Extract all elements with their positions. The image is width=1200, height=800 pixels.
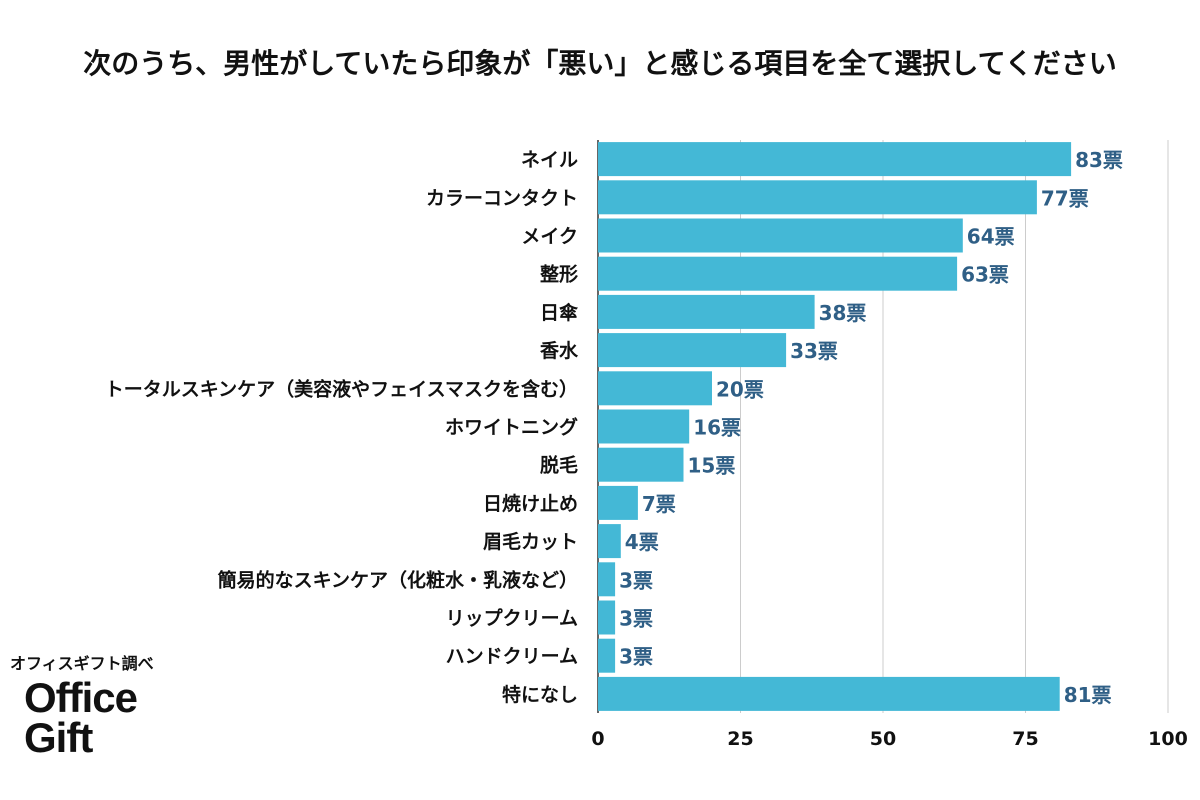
data-label: 81票 xyxy=(1064,683,1112,707)
category-label: 脱毛 xyxy=(540,454,578,477)
category-label: メイク xyxy=(521,226,578,248)
bar xyxy=(598,218,963,253)
data-label: 63票 xyxy=(961,263,1009,287)
source-note: オフィスギフト調べ xyxy=(10,654,154,673)
category-label: トータルスキンケア（美容液やフェイスマスクを含む） xyxy=(105,377,578,400)
x-tick-label: 100 xyxy=(1148,728,1188,750)
category-label: 香水 xyxy=(539,340,579,362)
x-tick-label: 25 xyxy=(727,728,753,750)
data-label: 15票 xyxy=(688,454,736,478)
bar xyxy=(598,256,958,291)
data-label: 20票 xyxy=(716,377,764,401)
category-label: 日傘 xyxy=(540,301,579,324)
category-label: カラーコンタクト xyxy=(426,187,578,209)
data-label: 7票 xyxy=(642,492,676,516)
x-tick-label: 50 xyxy=(870,728,896,750)
data-label: 3票 xyxy=(619,645,653,669)
bar xyxy=(598,371,712,406)
data-label: 77票 xyxy=(1041,186,1089,210)
bar xyxy=(598,333,787,368)
category-label: ハンドクリーム xyxy=(446,646,578,668)
data-label: 16票 xyxy=(693,416,741,440)
category-label: ホワイトニング xyxy=(445,416,578,439)
data-label: 83票 xyxy=(1075,148,1123,172)
x-tick-label: 0 xyxy=(591,728,604,750)
data-label: 33票 xyxy=(790,339,838,363)
bar xyxy=(598,180,1037,215)
chart-title: 次のうち、男性がしていたら印象が「悪い」と感じる項目を全て選択してください xyxy=(83,47,1117,80)
data-label: 3票 xyxy=(619,607,653,631)
x-tick-label: 75 xyxy=(1012,728,1038,750)
brand-logo-line1: Office xyxy=(24,674,138,721)
category-label: 日焼け止め xyxy=(483,492,578,515)
data-label: 64票 xyxy=(967,225,1015,249)
brand-logo-line2: Gift xyxy=(24,714,93,761)
bar xyxy=(598,676,1060,711)
bar xyxy=(598,638,616,673)
category-label: 眉毛カット xyxy=(483,531,578,553)
bar xyxy=(598,142,1072,177)
bar xyxy=(598,485,638,520)
category-label: 簡易的なスキンケア（化粧水・乳液など） xyxy=(218,568,578,591)
bar xyxy=(598,409,690,444)
category-label: リップクリーム xyxy=(446,607,578,630)
bar xyxy=(598,447,684,482)
data-label: 3票 xyxy=(619,568,653,592)
data-label: 4票 xyxy=(625,530,659,554)
data-label: 38票 xyxy=(819,301,867,325)
bar xyxy=(598,524,621,559)
category-label: 整形 xyxy=(540,263,578,286)
bar xyxy=(598,562,616,597)
category-label: 特になし xyxy=(502,684,578,706)
category-label: ネイル xyxy=(521,149,578,171)
bar xyxy=(598,294,815,329)
bar xyxy=(598,600,616,635)
brand-logo: Office Gift xyxy=(24,674,138,761)
